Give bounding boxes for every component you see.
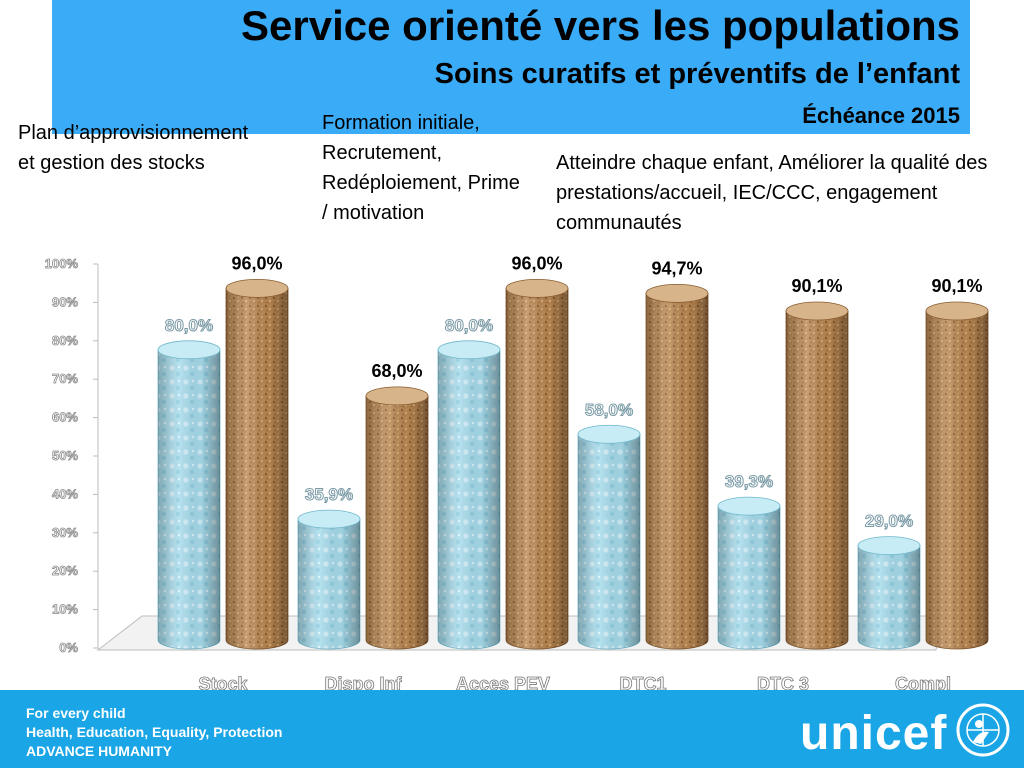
y-tick-label: 60%: [52, 410, 78, 425]
bar-value-label: 96,0%: [511, 253, 562, 273]
bar-top: [157, 340, 221, 360]
bar: 68,0%: [365, 361, 429, 650]
bar: 90,1%: [785, 276, 849, 650]
tagline-line-2: Health, Education, Equality, Protection: [26, 724, 283, 740]
bar-shading: [646, 293, 708, 649]
y-tick-label: 80%: [52, 333, 78, 348]
x-tick-label: DTC 3: [757, 674, 809, 694]
note-staffing: Formation initiale, Recrutement, Redéplo…: [322, 112, 520, 224]
bar: 58,0%: [577, 400, 641, 650]
y-tick-label: 30%: [52, 525, 78, 540]
bar-shading: [786, 311, 848, 649]
tagline-line-1: For every child: [26, 705, 126, 721]
deadline-label: Échéance 2015: [802, 103, 960, 128]
bar-top: [717, 496, 781, 516]
bar-top: [365, 386, 429, 406]
bar-shading: [298, 519, 360, 649]
bar: 80,0%: [157, 315, 221, 650]
unicef-logo: unicef: [800, 707, 948, 760]
bar: 39,3%: [717, 472, 781, 650]
bar-top: [577, 424, 641, 444]
bar-top: [857, 536, 921, 556]
bar-value-label: 68,0%: [371, 361, 422, 381]
y-axis: 0% 10% 20% 30% 40% 50% 60% 70% 80% 90% 100%: [44, 256, 99, 655]
y-tick-label: 0%: [59, 640, 78, 655]
bar-value-label: 80,0%: [445, 316, 493, 335]
bar-shading: [926, 311, 988, 649]
bar-value-label: 39,3%: [725, 472, 773, 491]
bar: 96,0%: [505, 253, 569, 650]
bar: 94,7%: [645, 258, 709, 650]
bar-shading: [158, 349, 220, 649]
y-tick-label: 100%: [45, 256, 79, 271]
y-tick-label: 90%: [52, 294, 78, 309]
bar-value-label: 90,1%: [931, 276, 982, 296]
bar-shading: [366, 395, 428, 649]
y-tick-label: 10%: [52, 602, 78, 617]
bar: 96,0%: [225, 253, 289, 650]
x-tick-label: Dispo Inf: [325, 674, 403, 694]
bar-shading: [858, 545, 920, 649]
bar-top: [785, 301, 849, 321]
x-tick-label: DTC1: [619, 674, 666, 694]
bar-value-label: 80,0%: [165, 316, 213, 335]
bar-value-label: 90,1%: [791, 276, 842, 296]
tagline: For every child Health, Education, Equal…: [26, 704, 282, 761]
bar-shading: [438, 349, 500, 649]
bar-shading: [226, 288, 288, 649]
bar: 29,0%: [857, 511, 921, 650]
bar-top: [645, 283, 709, 303]
note-stock-plan: Plan d’approvisionnement et gestion des …: [18, 122, 249, 174]
bar-top: [925, 301, 989, 321]
bar-value-label: 96,0%: [231, 253, 282, 273]
note-reach-every-child: Atteindre chaque enfant, Améliorer la qu…: [556, 152, 988, 234]
bar: 80,0%: [437, 315, 501, 650]
tagline-line-3: ADVANCE HUMANITY: [26, 743, 172, 759]
title-banner: Service orienté vers les populations Soi…: [52, 0, 970, 134]
page-subtitle: Soins curatifs et préventifs de l’enfant: [434, 58, 960, 90]
bar-value-label: 94,7%: [651, 258, 702, 278]
bar-shading: [578, 434, 640, 649]
bar-shading: [506, 288, 568, 649]
footer-band: For every child Health, Education, Equal…: [0, 690, 1024, 768]
bar-top: [297, 509, 361, 529]
bar-top: [225, 278, 289, 298]
y-tick-label: 40%: [52, 486, 78, 501]
bar-value-label: 58,0%: [585, 400, 633, 419]
bar-shading: [718, 506, 780, 649]
unicef-emblem-icon: [956, 703, 1010, 757]
bar-value-label: 29,0%: [865, 512, 913, 531]
bar-top: [505, 278, 569, 298]
bar: 90,1%: [925, 276, 989, 650]
bar-value-label: 35,9%: [305, 485, 353, 504]
page-title: Service orienté vers les populations: [241, 2, 960, 49]
bars: 80,0% 96,0% 35,9% 68,0% 80,0% 96,0% 58,0% 94,7%…: [157, 253, 989, 650]
y-tick-label: 50%: [52, 448, 78, 463]
bar-top: [437, 340, 501, 360]
bar: 35,9%: [297, 485, 361, 650]
y-tick-label: 20%: [52, 563, 78, 578]
y-tick-label: 70%: [52, 371, 78, 386]
